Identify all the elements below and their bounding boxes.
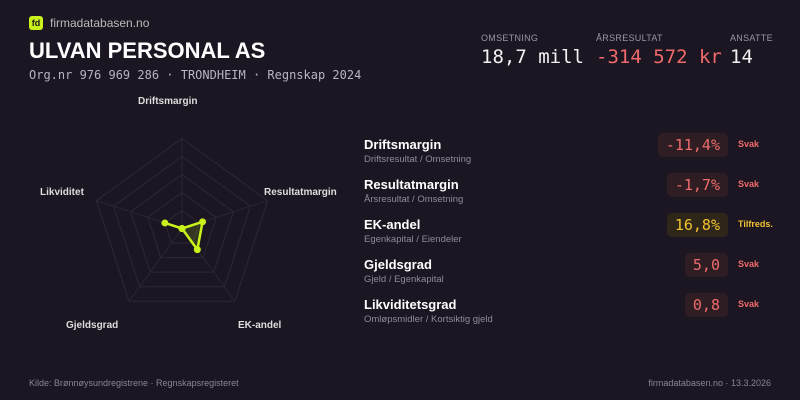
ratio-formula: Årsresultat / Omsetning bbox=[364, 194, 464, 205]
radar-point-likviditet bbox=[161, 219, 169, 227]
ratio-value: -1,7% bbox=[666, 173, 728, 197]
radar-ring bbox=[130, 173, 234, 273]
ratio-value: -11,4% bbox=[657, 133, 728, 157]
radar-label-ek-andel: EK-andel bbox=[238, 320, 282, 331]
radar-point-ek-andel bbox=[193, 246, 201, 254]
ratio-formula: Driftsresultat / Omsetning bbox=[364, 154, 472, 165]
radar-ring bbox=[112, 155, 252, 288]
ratio-name: Resultatmargin bbox=[364, 177, 459, 192]
ratio-row: EK-andel Egenkapital / Eiendeler 16,8% T… bbox=[364, 213, 784, 253]
ratio-formula: Egenkapital / Eiendeler bbox=[364, 234, 462, 245]
radar-label-driftsmargin: Driftsmargin bbox=[138, 96, 198, 107]
ratio-formula: Omløpsmidler / Kortsiktig gjeld bbox=[364, 314, 493, 325]
radar-ring bbox=[164, 209, 200, 244]
kpi-result: ÅRSRESULTAT -314 572 kr bbox=[596, 33, 722, 68]
ratio-status: Svak bbox=[738, 179, 760, 189]
ratio-value: 16,8% bbox=[666, 213, 728, 237]
radar-chart bbox=[95, 137, 269, 302]
ratio-formula: Gjeld / Egenkapital bbox=[364, 274, 444, 285]
ratio-row: Resultatmargin Årsresultat / Omsetning -… bbox=[364, 173, 784, 213]
ratio-row: Likviditetsgrad Omløpsmidler / Kortsikti… bbox=[364, 293, 784, 333]
ratio-row: Gjeldsgrad Gjeld / Egenkapital 5,0 Svak bbox=[364, 253, 784, 293]
company-name: ULVAN PERSONAL AS bbox=[29, 38, 266, 63]
radar-label-likviditet: Likviditet bbox=[40, 187, 84, 198]
radar-point-resultatmargin bbox=[199, 218, 207, 226]
radar-label-gjeldsgrad: Gjeldsgrad bbox=[66, 320, 119, 331]
kpi-employees: ANSATTE 14 bbox=[730, 33, 773, 68]
kpi-revenue: OMSETNING 18,7 mill bbox=[481, 33, 584, 68]
brand: fd firmadatabasen.no bbox=[29, 16, 149, 30]
ratio-value: 5,0 bbox=[684, 253, 728, 277]
ratio-status: Svak bbox=[738, 139, 760, 149]
footer-source: Kilde: Brønnøysundregistrene · Regnskaps… bbox=[29, 378, 239, 388]
radar-axis bbox=[128, 228, 183, 302]
brand-name: firmadatabasen.no bbox=[50, 16, 150, 30]
ratio-status: Svak bbox=[738, 299, 760, 309]
ratio-value: 0,8 bbox=[684, 293, 728, 317]
radar-point-gjeldsgrad bbox=[178, 225, 186, 232]
ratio-name: EK-andel bbox=[364, 217, 421, 232]
company-subtitle: Org.nr 976 969 286 · TRONDHEIM · Regnska… bbox=[29, 68, 362, 82]
ratio-name: Gjeldsgrad bbox=[364, 257, 432, 272]
ratio-name: Likviditetsgrad bbox=[364, 297, 457, 312]
logo-icon: fd bbox=[29, 16, 43, 30]
ratio-name: Driftsmargin bbox=[364, 137, 442, 152]
radar-ring bbox=[147, 191, 217, 259]
radar-ring bbox=[95, 137, 269, 302]
ratio-status: Svak bbox=[738, 259, 760, 269]
footer-site: firmadatabasen.no · 13.3.2026 bbox=[648, 378, 771, 388]
ratio-status: Tilfreds. bbox=[738, 219, 773, 229]
radar-label-resultatmargin: Resultatmargin bbox=[264, 187, 337, 198]
ratio-row: Driftsmargin Driftsresultat / Omsetning … bbox=[364, 133, 784, 173]
